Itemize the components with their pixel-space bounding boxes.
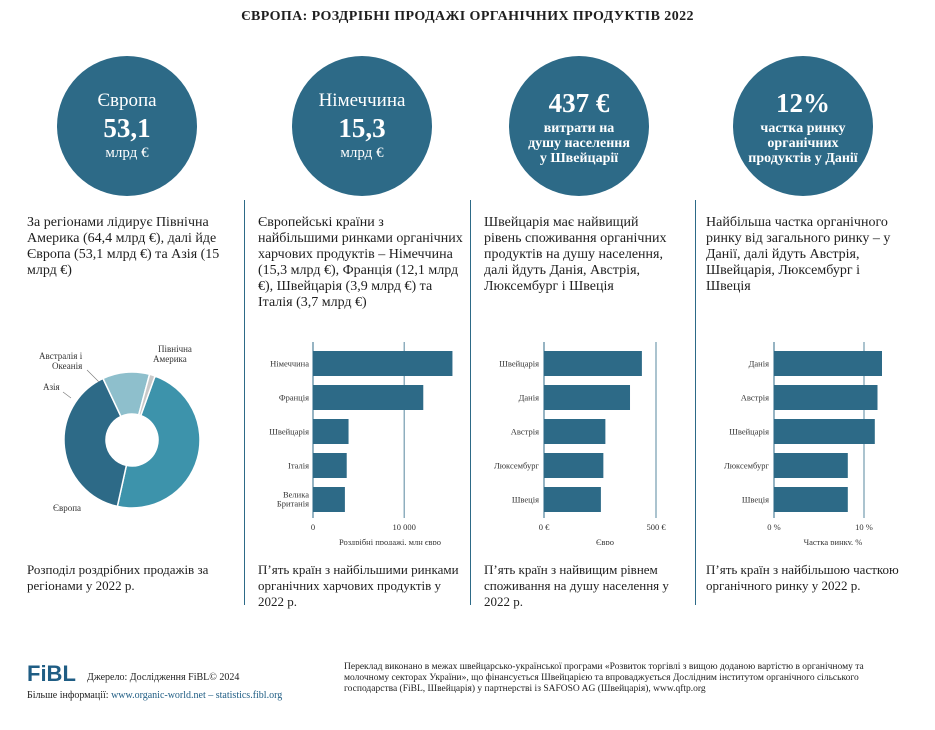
stat-circle-germany: Німеччина 15,3 млрд €	[292, 56, 432, 196]
bar-label: Австрія	[511, 427, 539, 437]
bar	[544, 487, 601, 512]
bar-label: Італія	[288, 461, 309, 471]
tick-label: 0	[311, 522, 315, 532]
bar-chart-market-share: 0 % 10 % Данія Австрія Швейцарія Люксембург Шв…	[724, 342, 882, 545]
source-note: Джерело: Дослідження FiBL© 2024	[87, 672, 240, 683]
bar-label: Німеччина	[270, 359, 309, 369]
label-north-america: Північна Америка	[153, 344, 192, 364]
stat-circle-denmark: 12% частка ринку органічних продуктів у …	[733, 56, 873, 196]
tick-label: 10 000	[392, 522, 415, 532]
label-asia: Азія	[43, 382, 60, 392]
tick-label: 0 €	[539, 522, 550, 532]
tick-label: 0 %	[767, 522, 780, 532]
leader-line	[62, 391, 72, 399]
translation-note: Переклад виконано в межах швейцарсько-ук…	[344, 662, 864, 694]
bar-label: Швейцарія	[729, 427, 769, 437]
bar	[544, 385, 631, 410]
bar	[544, 419, 606, 444]
label-line: Океанія	[52, 361, 82, 371]
circle-value: 15,3	[338, 113, 386, 143]
donut-chart-regions: Північна Америка Австралія і Океанія Азія Євр…	[39, 344, 201, 513]
bar	[774, 385, 878, 410]
bar	[774, 351, 882, 376]
stat-circle-europe: Європа 53,1 млрд €	[57, 56, 197, 196]
circle-value: 53,1	[103, 113, 151, 143]
bar-chart-countries: 0 10 000 Німеччина Франція Швейцарія Італія Ве…	[269, 342, 453, 545]
bar-label: Швейцарія	[269, 427, 309, 437]
circle-description: частка ринку органічних продуктів у Дані…	[748, 120, 858, 166]
bar-label: Швеція	[742, 495, 769, 505]
more-info: Більше інформації: www.organic-world.net…	[27, 690, 282, 701]
column-divider	[244, 200, 245, 605]
label-line: Британія	[277, 499, 309, 509]
x-axis-label: Євро	[596, 537, 614, 545]
column-text-per-capita: Швейцарія має найвищий рівень споживання…	[484, 215, 667, 294]
circle-label: Німеччина	[318, 90, 406, 111]
chart-caption-countries: П’ять країн з найбільшими ринками органі…	[258, 562, 459, 609]
more-info-links[interactable]: www.organic-world.net – statistics.fibl.…	[111, 690, 283, 701]
bar-label: Данія	[519, 393, 539, 403]
circle-unit: млрд €	[105, 145, 149, 161]
bar	[544, 453, 604, 478]
circle-unit: млрд €	[340, 145, 384, 161]
label-line: Австралія і	[39, 351, 83, 361]
bar-label: Австрія	[741, 393, 769, 403]
bar	[544, 351, 642, 376]
circle-description: витрати на душу населення у Швейцарії	[528, 120, 630, 166]
tick-label: 10 %	[855, 522, 873, 532]
more-info-label: Більше інформації:	[27, 690, 109, 701]
label-line: Америка	[153, 354, 187, 364]
bar	[313, 385, 424, 410]
label-line: Північна	[158, 344, 192, 354]
circle-value: 12%	[776, 87, 830, 118]
bar-label: Люксембург	[724, 461, 770, 471]
bar-label: Швеція	[512, 495, 539, 505]
tick-label: 500 €	[646, 522, 666, 532]
label-europe: Європа	[53, 503, 81, 513]
bar-label: Данія	[749, 359, 769, 369]
circle-value: 437 €	[548, 87, 610, 118]
bar	[313, 419, 349, 444]
column-text-regions: За регіонами лідирує Північна Америка (6…	[27, 215, 220, 278]
slice-europe	[63, 377, 128, 508]
slice-oceania	[137, 373, 156, 417]
bar	[313, 487, 345, 512]
bar	[774, 419, 875, 444]
label-oceania: Австралія і Океанія	[39, 351, 83, 371]
x-axis-label: Частка ринку, %	[804, 537, 863, 545]
bar	[774, 453, 848, 478]
chart-caption-market-share: П’ять країн з найбільшою часткою органіч…	[706, 562, 899, 593]
fibl-logo: FiBL	[27, 661, 76, 686]
bar-chart-per-capita: 0 € 500 € Швейцарія Данія Австрія Люксембург Ш…	[494, 342, 666, 545]
slice-north-america	[116, 375, 201, 509]
column-divider	[695, 200, 696, 605]
bar-label: Люксембург	[494, 461, 540, 471]
x-axis-label: Роздрібні продажі, млн євро	[339, 537, 441, 545]
bar	[313, 351, 453, 376]
chart-caption-per-capita: П’ять країн з найвищим рівнем споживання…	[484, 562, 669, 609]
label-line: Велика	[283, 490, 309, 500]
chart-caption-regions: Розподіл роздрібних продажів за регіонам…	[27, 562, 209, 593]
column-divider	[470, 200, 471, 605]
stat-circle-switzerland: 437 € витрати на душу населення у Швейца…	[509, 56, 649, 196]
bar-label: Швейцарія	[499, 359, 539, 369]
column-text-countries: Європейські країни з найбільшими ринками…	[258, 215, 463, 310]
bar	[774, 487, 848, 512]
column-text-market-share: Найбільша частка органічного ринку від з…	[706, 215, 891, 294]
bar-label: Франція	[279, 393, 309, 403]
bar	[313, 453, 347, 478]
circle-label: Європа	[97, 90, 157, 111]
page-title: ЄВРОПА: РОЗДРІБНІ ПРОДАЖІ ОРГАНІЧНИХ ПРО…	[241, 9, 694, 24]
bar-label: Велика Британія	[277, 490, 309, 509]
leader-line	[86, 369, 100, 383]
